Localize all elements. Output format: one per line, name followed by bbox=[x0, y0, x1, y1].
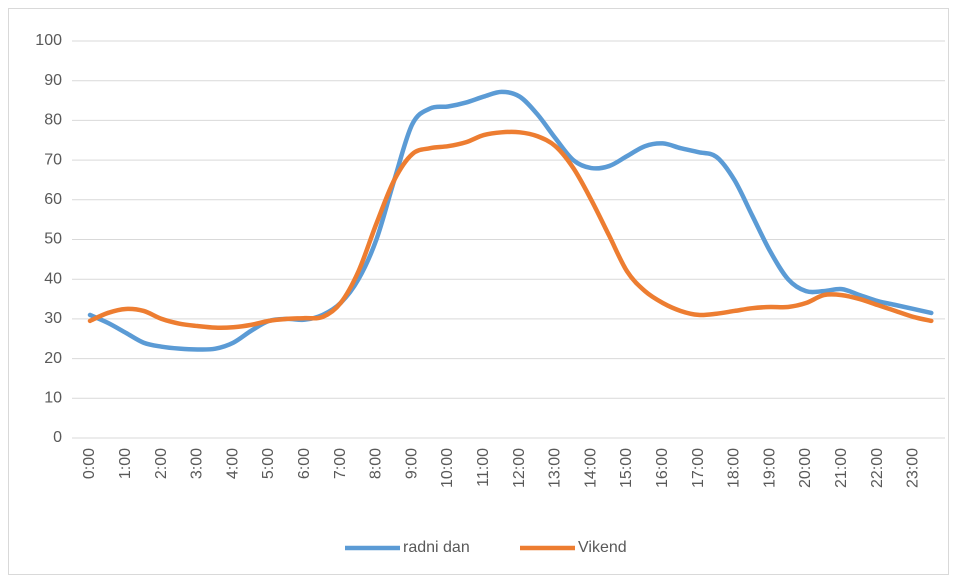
x-tick-label: 0:00 bbox=[81, 448, 98, 479]
x-tick-label: 6:00 bbox=[296, 448, 313, 479]
x-tick-label: 2:00 bbox=[153, 448, 170, 479]
x-tick-label: 23:00 bbox=[905, 448, 922, 488]
y-tick-label: 40 bbox=[44, 270, 62, 287]
x-tick-label: 12:00 bbox=[511, 448, 528, 488]
x-tick-label: 1:00 bbox=[117, 448, 134, 479]
x-tick-label: 21:00 bbox=[833, 448, 850, 488]
x-tick-label: 7:00 bbox=[332, 448, 349, 479]
y-tick-label: 50 bbox=[44, 231, 62, 248]
x-tick-label: 18:00 bbox=[726, 448, 743, 488]
y-tick-label: 0 bbox=[53, 429, 62, 446]
x-tick-label: 16:00 bbox=[654, 448, 671, 488]
x-tick-label: 11:00 bbox=[475, 448, 492, 487]
x-tick-label: 20:00 bbox=[797, 448, 814, 488]
x-tick-label: 10:00 bbox=[439, 448, 456, 488]
x-tick-label: 8:00 bbox=[368, 448, 385, 479]
x-tick-label: 4:00 bbox=[224, 448, 241, 479]
chart-border bbox=[8, 8, 949, 575]
x-tick-label: 19:00 bbox=[761, 448, 778, 488]
y-tick-label: 20 bbox=[44, 350, 62, 367]
x-tick-label: 13:00 bbox=[547, 448, 564, 488]
y-tick-label: 90 bbox=[44, 72, 62, 89]
x-tick-label: 3:00 bbox=[189, 448, 206, 479]
x-tick-label: 5:00 bbox=[260, 448, 277, 479]
y-tick-label: 10 bbox=[44, 390, 62, 407]
line-series bbox=[87, 89, 934, 352]
x-tick-label: 14:00 bbox=[582, 448, 599, 488]
y-tick-label: 80 bbox=[44, 112, 62, 129]
x-tick-label: 22:00 bbox=[869, 448, 886, 488]
y-tick-label: 70 bbox=[44, 151, 62, 168]
legend-label: Vikend bbox=[578, 539, 627, 556]
y-tick-label: 60 bbox=[44, 191, 62, 208]
x-tick-label: 17:00 bbox=[690, 448, 707, 488]
y-tick-label: 30 bbox=[44, 310, 62, 327]
legend-label: radni dan bbox=[403, 539, 470, 556]
line-series bbox=[87, 129, 934, 330]
x-tick-label: 9:00 bbox=[403, 448, 420, 479]
x-tick-label: 15:00 bbox=[618, 448, 635, 488]
y-tick-label: 100 bbox=[35, 32, 62, 49]
